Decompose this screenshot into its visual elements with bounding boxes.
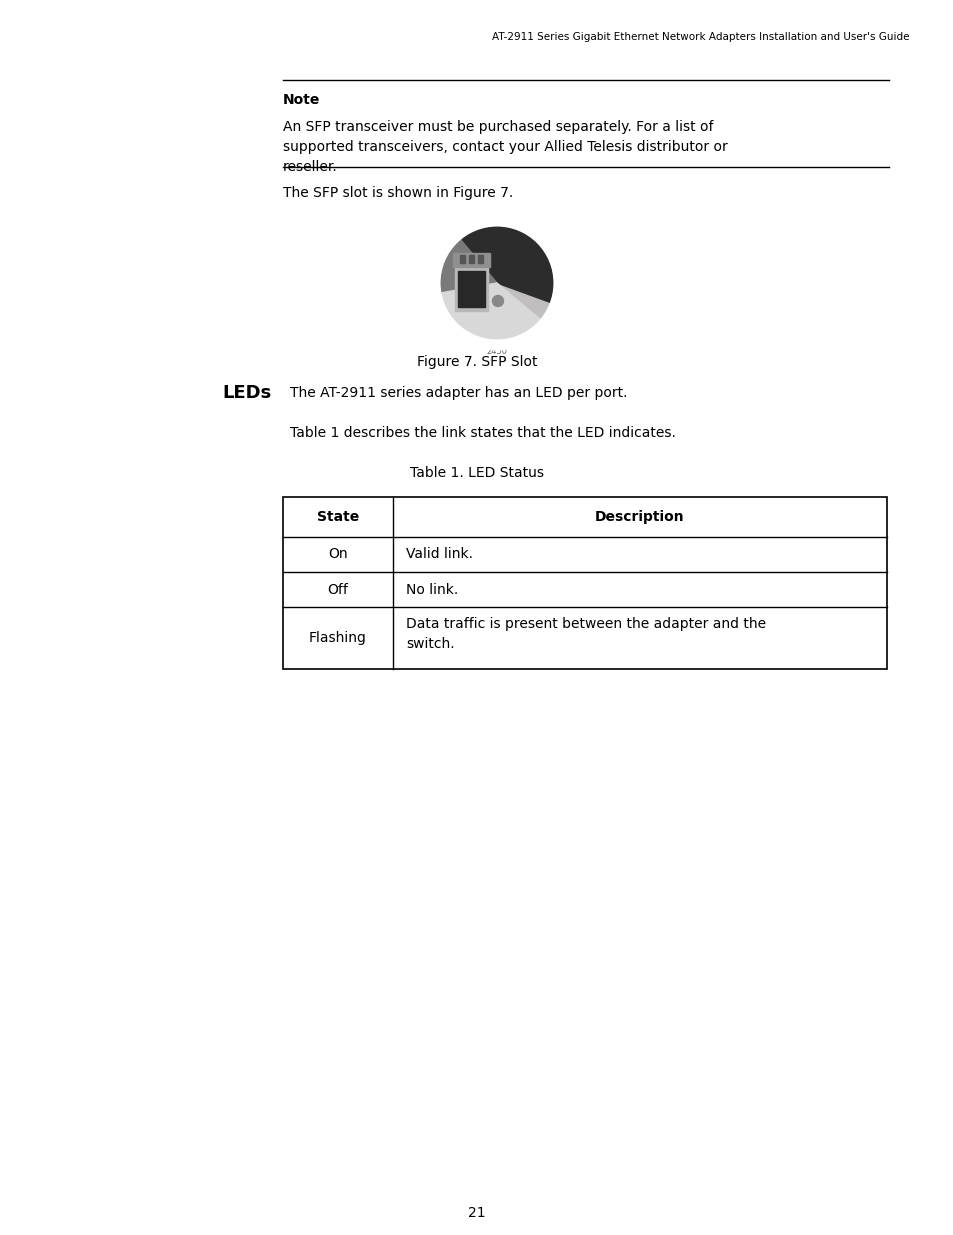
Bar [453, 253, 490, 267]
Text: Valid link.: Valid link. [406, 547, 473, 562]
Text: Off: Off [327, 583, 348, 597]
Text: Description: Description [595, 510, 684, 524]
Text: On: On [328, 547, 348, 562]
Text: 21: 21 [468, 1207, 485, 1220]
Bar [283, 496, 886, 669]
Text: Note: Note [283, 93, 320, 107]
Wedge shape [435, 236, 497, 304]
Text: Table 1. LED Status: Table 1. LED Status [410, 466, 543, 480]
Text: Figure 7. SFP Slot: Figure 7. SFP Slot [416, 354, 537, 369]
Bar [477, 254, 482, 263]
Bar [459, 254, 464, 263]
Text: LEDs: LEDs [222, 384, 272, 403]
Text: 2450: 2450 [486, 347, 507, 356]
Bar [469, 254, 474, 263]
Text: The AT-2911 series adapter has an LED per port.: The AT-2911 series adapter has an LED pe… [290, 387, 627, 400]
Text: Data traffic is present between the adapter and the
switch.: Data traffic is present between the adap… [406, 618, 765, 651]
Circle shape [435, 221, 558, 345]
Bar [457, 270, 484, 308]
Wedge shape [449, 221, 558, 304]
Text: No link.: No link. [406, 583, 457, 597]
Text: Table 1 describes the link states that the LED indicates.: Table 1 describes the link states that t… [290, 426, 675, 440]
Circle shape [492, 295, 503, 306]
Text: Flashing: Flashing [309, 631, 367, 645]
Bar [455, 266, 488, 311]
Text: An SFP transceiver must be purchased separately. For a list of
supported transce: An SFP transceiver must be purchased sep… [283, 120, 727, 174]
Text: The SFP slot is shown in Figure 7.: The SFP slot is shown in Figure 7. [283, 186, 513, 200]
Text: State: State [316, 510, 358, 524]
Text: AT-2911 Series Gigabit Ethernet Network Adapters Installation and User's Guide: AT-2911 Series Gigabit Ethernet Network … [492, 32, 909, 42]
Wedge shape [436, 283, 544, 345]
